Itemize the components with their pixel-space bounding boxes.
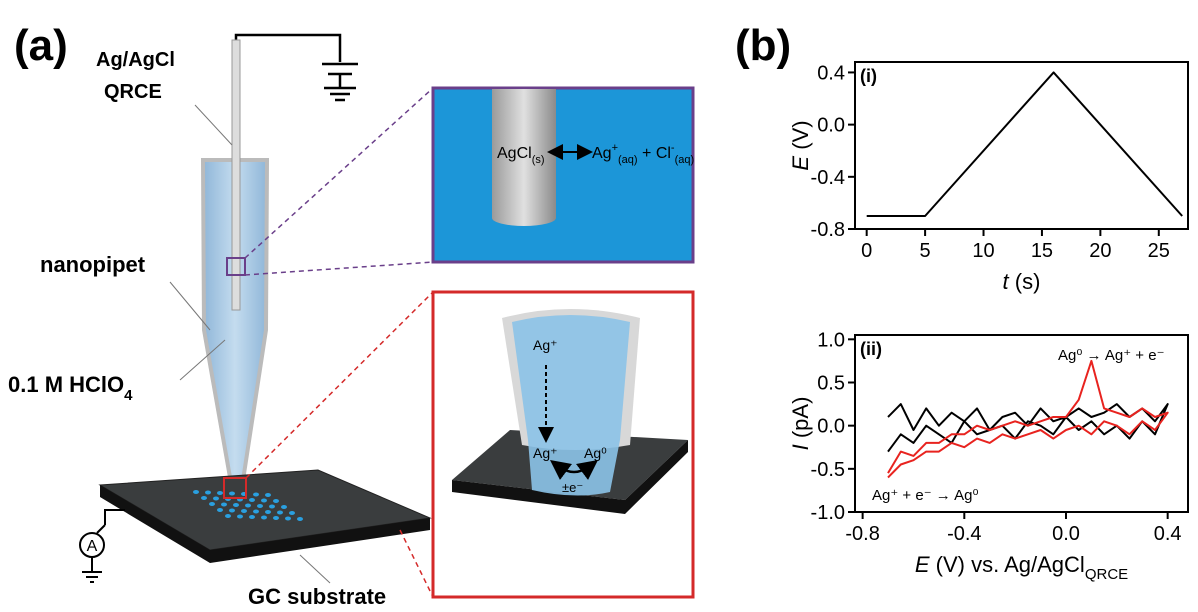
y-tick-label: -0.5 [811,459,845,481]
axis-text: (V) [788,120,813,155]
pipet-label: nanopipet [40,252,146,277]
panel-index: (i) [860,66,877,86]
electrode [232,40,240,310]
ground [82,572,102,582]
annotation: Ag⁰ → Ag⁺ + e⁻ [1058,347,1165,364]
panel-label: (b) [735,21,791,70]
spot [229,492,235,496]
y-axis-label: E (V) [788,120,813,170]
metal-label: Ag⁰ [584,445,607,461]
spot [269,505,275,509]
y-tick-label: 0.5 [817,372,845,394]
spot [229,509,235,513]
y-axis-label: I (pA) [788,397,813,451]
x-tick-label: 10 [972,240,994,262]
data-line [888,404,1168,452]
spot [265,493,271,497]
spot [249,515,255,519]
spot [233,503,239,507]
x-tick-label: 20 [1089,240,1111,262]
spot [217,508,223,512]
spot [273,499,279,503]
x-tick-label: 0.4 [1154,523,1182,545]
axis-text: (pA) [788,397,813,445]
spot [213,497,219,501]
spot [249,498,255,502]
spot [217,491,223,495]
ion-label: Ag⁺ [533,337,558,353]
panel-label: (a) [14,21,68,70]
axis-text: (s) [1009,269,1041,294]
spot [201,496,207,500]
spot [253,510,259,514]
spot [205,491,211,495]
spot [193,490,199,494]
spot [297,517,303,521]
x-axis-label: t (s) [1003,269,1041,294]
ground [322,64,358,100]
electrolyte-label: 0.1 M HClO4 [8,372,133,404]
spot [257,504,263,508]
axis-symbol: E [915,552,930,577]
y-tick-label: -1.0 [811,502,845,524]
x-tick-label: -0.4 [947,523,981,545]
ammeter-label: A [87,538,98,555]
y-tick-label: -0.4 [811,167,845,189]
substrate [100,470,430,550]
x-tick-label: 15 [1031,240,1053,262]
spot [265,510,271,514]
leader [300,555,330,583]
spot [253,493,259,497]
axis-subscript: QRCE [1085,566,1128,583]
spot [273,516,279,520]
spot [209,502,215,506]
spot [261,499,267,503]
spot [281,505,287,509]
y-tick-label: 0.0 [817,115,845,137]
x-tick-label: 0 [861,240,872,262]
x-tick-label: -0.8 [845,523,879,545]
data-line [867,72,1182,216]
electrode-label: Ag/AgCl [96,49,175,71]
spot [237,515,243,519]
figure: (a) Ag/AgCl QRCE nanopipet 0.1 M HClO4 G… [0,0,1198,612]
x-tick-label: 25 [1148,240,1170,262]
substrate-label: GC substrate [248,584,386,609]
electrode-label: QRCE [104,81,162,103]
spot [225,514,231,518]
ammeter-wire [97,525,105,533]
axis-symbol: E [788,156,813,171]
spot [241,509,247,513]
data-line [888,361,1168,478]
spot [285,517,291,521]
x-tick-label: 5 [920,240,931,262]
x-tick-label: 0.0 [1052,523,1080,545]
leader [195,105,232,145]
zoom-lines [245,88,433,275]
ion-label: Ag⁺ [533,445,558,461]
y-tick-label: 0.0 [817,416,845,438]
electron-label: ±e⁻ [562,480,583,495]
x-axis-label: E (V) vs. Ag/AgClQRCE [915,552,1128,583]
spot [221,503,227,507]
spot [277,511,283,515]
panel-index: (ii) [860,339,882,359]
y-tick-label: 1.0 [817,329,845,351]
inset [433,88,693,262]
spot [289,511,295,515]
annotation: Ag⁺ + e⁻ → Ag⁰ [872,487,979,504]
spot [261,516,267,520]
plot-frame [855,62,1188,229]
y-tick-label: 0.4 [817,62,845,84]
spot [245,504,251,508]
axis-text: (V) vs. Ag/AgCl [930,552,1085,577]
y-tick-label: -0.8 [811,219,845,241]
